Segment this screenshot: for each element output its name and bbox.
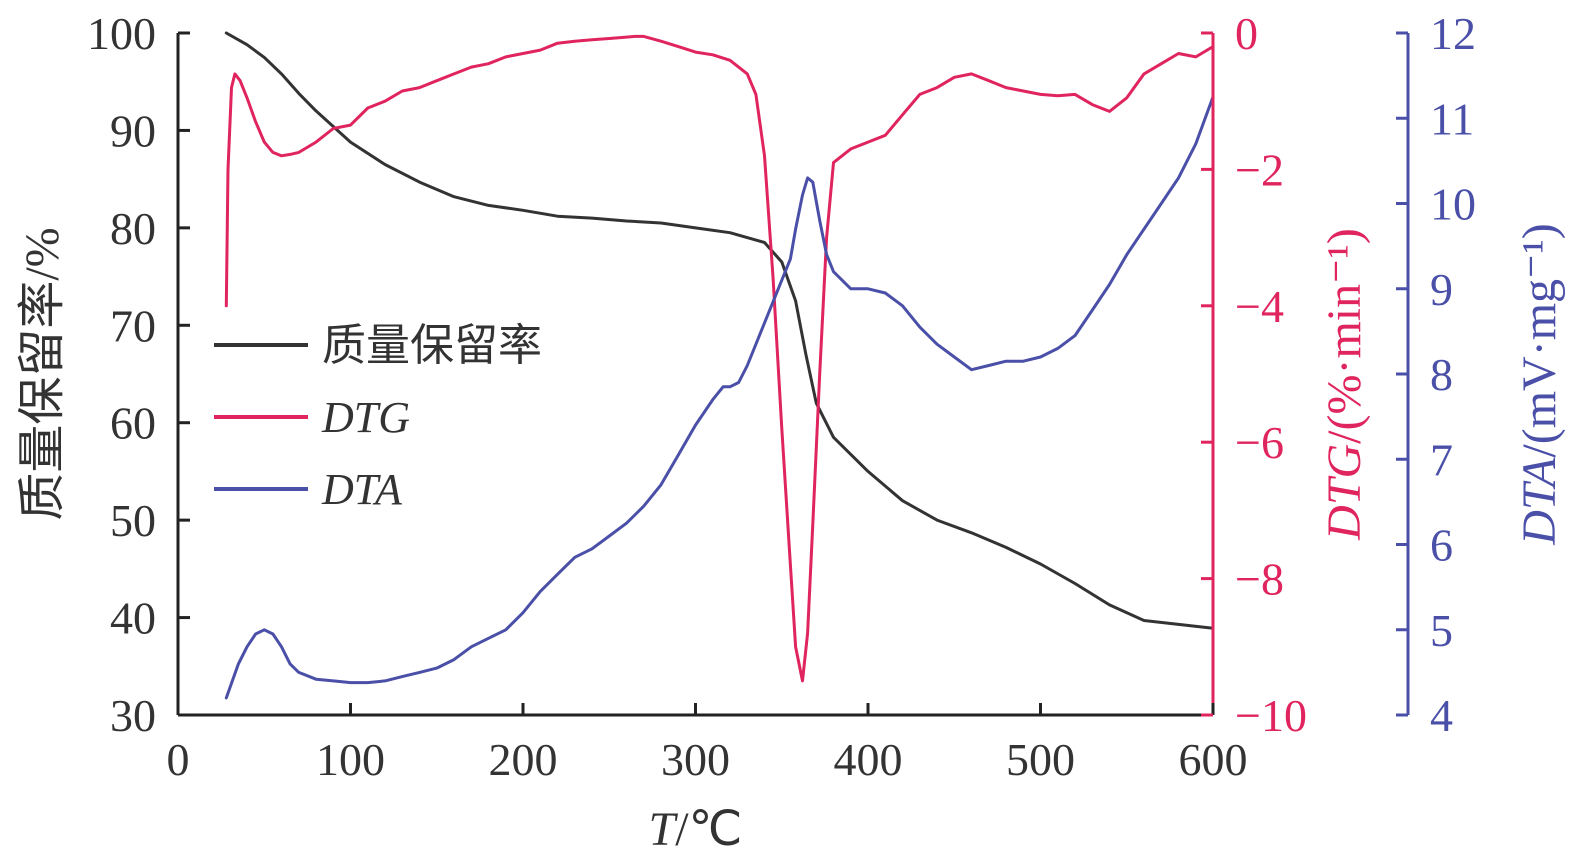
x-tick-label: 400 xyxy=(834,734,903,785)
left-tick-label: 80 xyxy=(110,203,156,254)
left-tick-label: 100 xyxy=(87,8,156,59)
series-line-2 xyxy=(224,95,1215,700)
legend-label-0: 质量保留率 xyxy=(322,321,542,370)
dtg-axis-title: DTG/(%·min⁻¹) xyxy=(1318,228,1371,541)
dtg-tick-label: −10 xyxy=(1235,690,1307,741)
series-line-1 xyxy=(224,34,1215,683)
dtg-tick-label: −6 xyxy=(1235,417,1284,468)
left-tick-label: 30 xyxy=(110,690,156,741)
left-tick-label: 50 xyxy=(110,495,156,546)
dtg-tick-label: 0 xyxy=(1235,8,1258,59)
axes: 0 100 200 300 400 500 600 30 40 50 60 70 80 90 100 0 −2 −… xyxy=(87,8,1476,785)
x-tick-label: 500 xyxy=(1006,734,1075,785)
left-tick-label: 60 xyxy=(110,398,156,449)
axis-titles: T/℃ 质量保留率/% DTG/(%·min⁻¹) DTA/(mV·mg⁻¹) xyxy=(16,223,1566,856)
dta-tick-label: 5 xyxy=(1430,605,1453,656)
x-tick-label: 300 xyxy=(661,734,730,785)
dta-tick-label: 10 xyxy=(1430,179,1476,230)
x-tick-label: 100 xyxy=(316,734,385,785)
dta-tick-label: 6 xyxy=(1430,520,1453,571)
left-tick-label: 90 xyxy=(110,105,156,156)
x-tick-label: 600 xyxy=(1179,734,1248,785)
dta-tick-label: 9 xyxy=(1430,264,1453,315)
left-tick-label: 70 xyxy=(110,300,156,351)
x-axis-title: T/℃ xyxy=(649,803,743,856)
dta-axis-title: DTA/(mV·mg⁻¹) xyxy=(1513,223,1566,545)
dtg-tick-label: −4 xyxy=(1235,281,1284,332)
dta-tick-label: 8 xyxy=(1430,349,1453,400)
dta-tick-label: 11 xyxy=(1430,93,1474,144)
dtg-tick-label: −2 xyxy=(1235,144,1284,195)
left-tick-label: 40 xyxy=(110,593,156,644)
series-line-0 xyxy=(224,31,1215,630)
legend-label-2: DTA xyxy=(321,465,403,514)
dta-tick-label: 4 xyxy=(1430,690,1453,741)
x-tick-label: 200 xyxy=(489,734,558,785)
legend-label-1: DTG xyxy=(321,393,410,442)
plot-lines xyxy=(224,31,1215,700)
x-tick-label: 0 xyxy=(167,734,190,785)
left-axis-title: 质量保留率/% xyxy=(16,227,69,520)
dta-tick-label: 12 xyxy=(1430,8,1476,59)
legend: 质量保留率 DTG DTA xyxy=(214,321,542,514)
dta-tick-label: 7 xyxy=(1430,434,1453,485)
dtg-tick-label: −8 xyxy=(1235,554,1284,605)
